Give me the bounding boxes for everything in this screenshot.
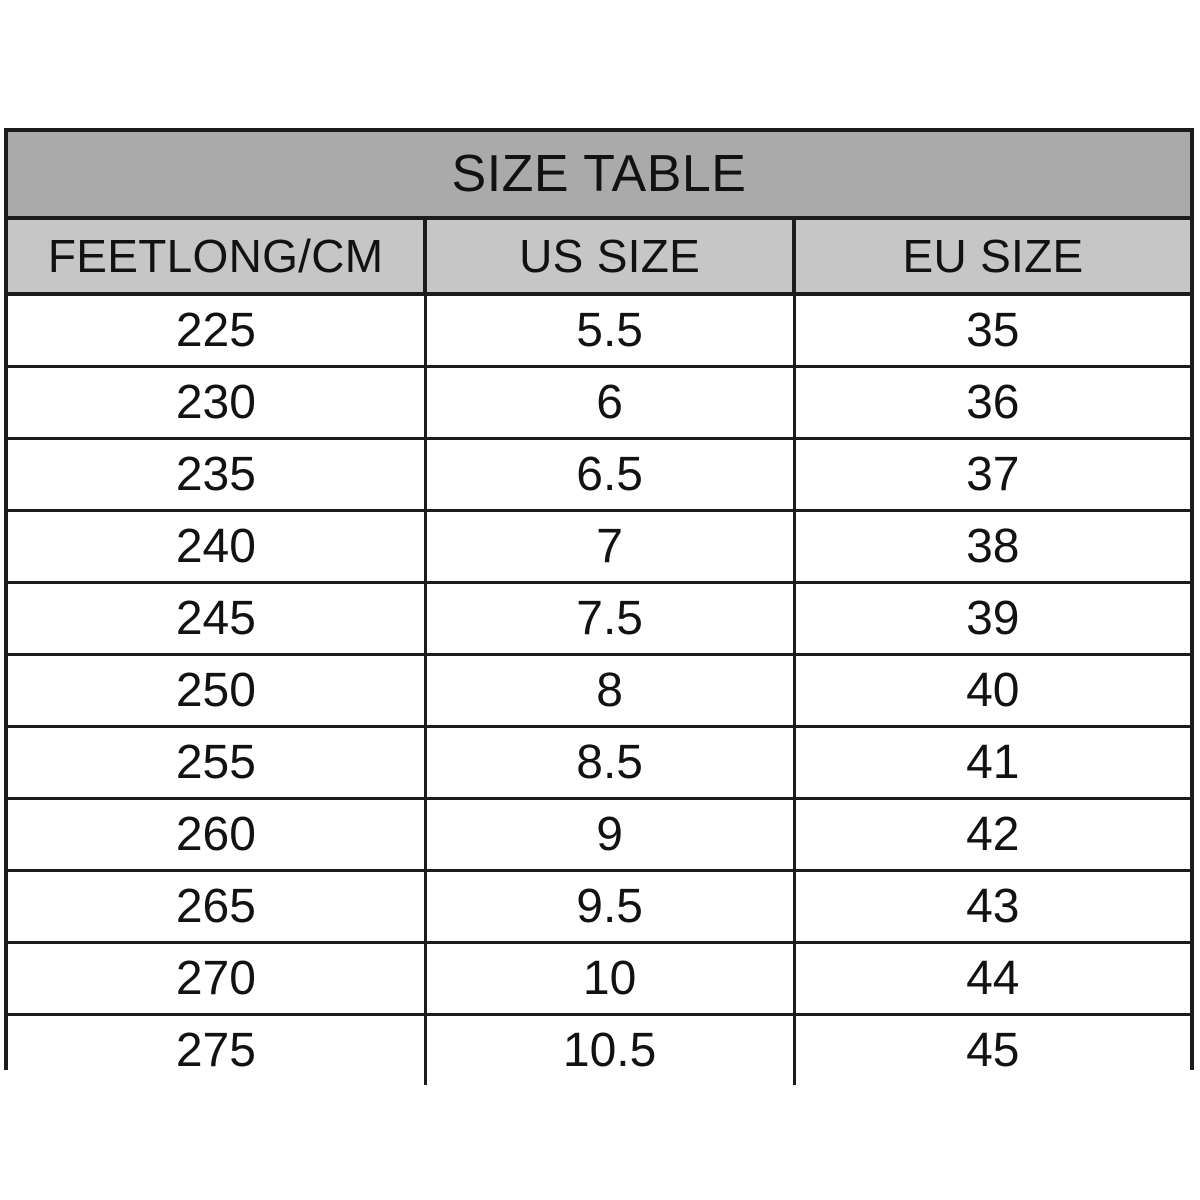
cell-feetlong-cm: 265 bbox=[8, 870, 426, 944]
cell-feetlong-cm: 235 bbox=[8, 438, 426, 512]
cell-us-size: 7.5 bbox=[423, 582, 795, 656]
cell-eu-size: 42 bbox=[792, 798, 1190, 872]
cell-us-size: 8 bbox=[423, 654, 795, 728]
cell-feetlong-cm: 275 bbox=[8, 1014, 426, 1085]
size-table: SIZE TABLE FEETLONG/CM US SIZE EU SIZE 2… bbox=[8, 132, 1190, 1085]
table-title-row: SIZE TABLE bbox=[8, 132, 1190, 220]
table-row: 275 10.5 45 bbox=[8, 1014, 1190, 1085]
table-row: 260 9 42 bbox=[8, 798, 1190, 872]
size-table-container: SIZE TABLE FEETLONG/CM US SIZE EU SIZE 2… bbox=[4, 128, 1194, 1085]
cell-eu-size: 40 bbox=[792, 654, 1190, 728]
table-row: 250 8 40 bbox=[8, 654, 1190, 728]
cell-us-size: 6.5 bbox=[423, 438, 795, 512]
cell-eu-size: 41 bbox=[792, 726, 1190, 800]
cell-eu-size: 35 bbox=[792, 294, 1190, 368]
cell-us-size: 5.5 bbox=[423, 294, 795, 368]
column-header-us-size: US SIZE bbox=[423, 218, 795, 296]
table-row: 255 8.5 41 bbox=[8, 726, 1190, 800]
cell-us-size: 10.5 bbox=[423, 1014, 795, 1085]
cell-feetlong-cm: 225 bbox=[8, 294, 426, 368]
cell-feetlong-cm: 240 bbox=[8, 510, 426, 584]
table-row: 225 5.5 35 bbox=[8, 294, 1190, 368]
cell-us-size: 9 bbox=[423, 798, 795, 872]
cell-eu-size: 37 bbox=[792, 438, 1190, 512]
cell-feetlong-cm: 260 bbox=[8, 798, 426, 872]
table-row: 230 6 36 bbox=[8, 366, 1190, 440]
table-title: SIZE TABLE bbox=[8, 132, 1190, 220]
cell-us-size: 6 bbox=[423, 366, 795, 440]
column-header-feetlong-cm: FEETLONG/CM bbox=[8, 218, 426, 296]
table-header-row: FEETLONG/CM US SIZE EU SIZE bbox=[8, 218, 1190, 296]
cell-eu-size: 45 bbox=[792, 1014, 1190, 1085]
table-row: 235 6.5 37 bbox=[8, 438, 1190, 512]
cell-eu-size: 39 bbox=[792, 582, 1190, 656]
cell-us-size: 9.5 bbox=[423, 870, 795, 944]
cell-eu-size: 43 bbox=[792, 870, 1190, 944]
cell-feetlong-cm: 250 bbox=[8, 654, 426, 728]
table-row: 245 7.5 39 bbox=[8, 582, 1190, 656]
column-header-eu-size: EU SIZE bbox=[792, 218, 1190, 296]
cell-eu-size: 36 bbox=[792, 366, 1190, 440]
cell-us-size: 8.5 bbox=[423, 726, 795, 800]
cell-feetlong-cm: 270 bbox=[8, 942, 426, 1016]
size-table-body: SIZE TABLE FEETLONG/CM US SIZE EU SIZE 2… bbox=[8, 132, 1190, 1085]
table-row: 270 10 44 bbox=[8, 942, 1190, 1016]
cell-eu-size: 38 bbox=[792, 510, 1190, 584]
cell-us-size: 7 bbox=[423, 510, 795, 584]
cell-feetlong-cm: 245 bbox=[8, 582, 426, 656]
cell-feetlong-cm: 255 bbox=[8, 726, 426, 800]
cell-feetlong-cm: 230 bbox=[8, 366, 426, 440]
table-row: 265 9.5 43 bbox=[8, 870, 1190, 944]
cell-us-size: 10 bbox=[423, 942, 795, 1016]
cell-eu-size: 44 bbox=[792, 942, 1190, 1016]
table-row: 240 7 38 bbox=[8, 510, 1190, 584]
